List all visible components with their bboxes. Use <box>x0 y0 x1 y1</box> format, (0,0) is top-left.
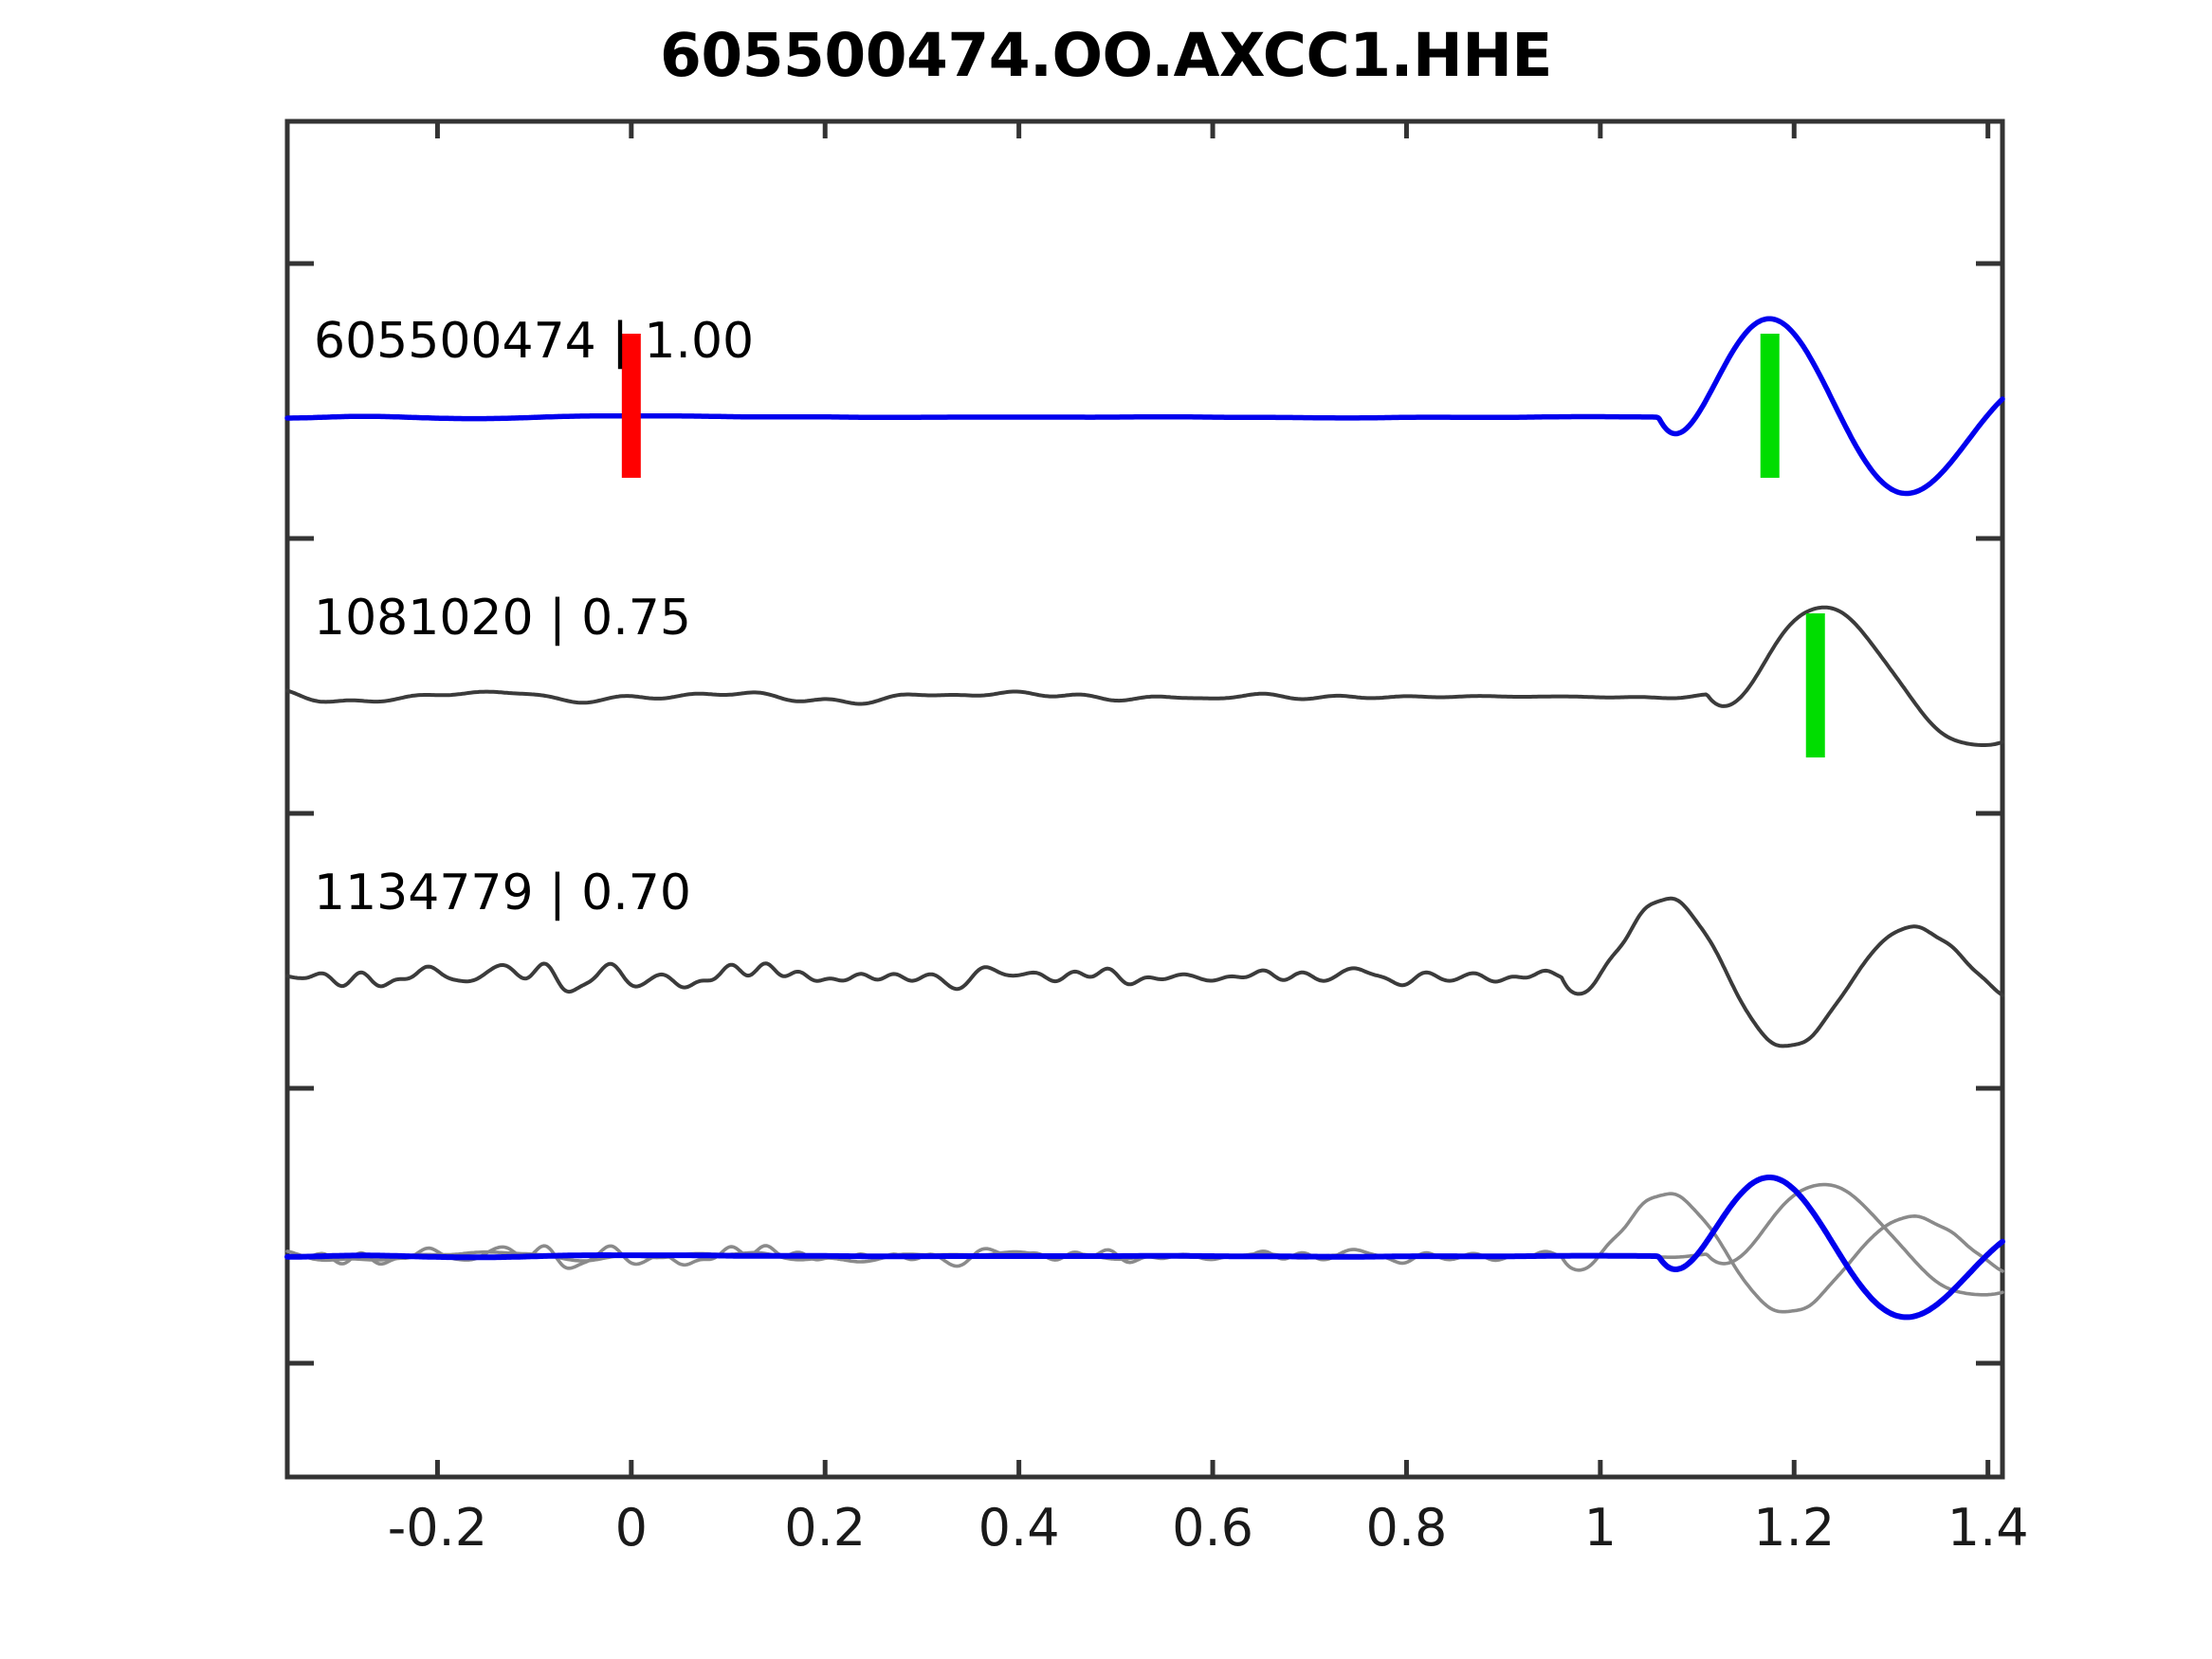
axes-frame <box>284 118 2005 1480</box>
overlay-trace-path-605500474 <box>284 1174 2005 1321</box>
trace-label-1134779: 1134779 | 0.70 <box>314 865 691 921</box>
x-tick-label: 1 <box>1583 1498 1618 1558</box>
overlay-trace-path-1081020 <box>285 1182 2004 1297</box>
x-tick-label: 0.2 <box>784 1498 867 1558</box>
pick-marker-pick_start <box>621 334 641 478</box>
page-title: 605500474.OO.AXCC1.HHE <box>660 21 1552 90</box>
trace-path-1134779 <box>285 896 2004 1048</box>
x-tick-label: -0.2 <box>387 1498 488 1558</box>
x-tick-label: 0.4 <box>978 1498 1060 1558</box>
trace-path-605500474 <box>284 316 2005 497</box>
waveform-traces <box>284 316 2005 1321</box>
pick-marker-pick_end <box>1805 613 1825 757</box>
x-tick-label: 0.6 <box>1172 1498 1253 1558</box>
x-tick-label: 0 <box>614 1498 648 1558</box>
x-tick-label: 0.8 <box>1365 1498 1448 1558</box>
trace-label-1081020: 1081020 | 0.75 <box>314 590 691 647</box>
trace-path-1081020 <box>285 605 2004 747</box>
pick-marker-pick_end <box>1760 334 1780 478</box>
x-tick-label: 1.2 <box>1753 1498 1836 1558</box>
x-tick-label: 1.4 <box>1947 1498 2029 1558</box>
pick-markers <box>621 334 1825 757</box>
trace-label-605500474: 605500474 | 1.00 <box>314 313 755 370</box>
